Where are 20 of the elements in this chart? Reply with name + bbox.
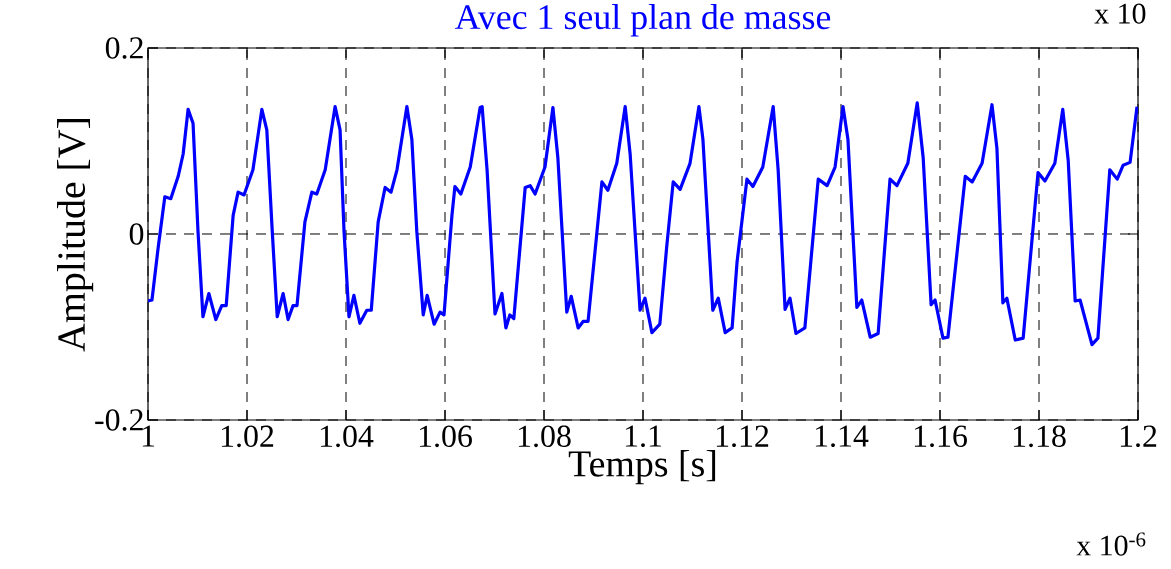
chart-title: Avec 1 seul plan de masse	[454, 3, 831, 37]
y-tick-label: 0	[129, 223, 144, 245]
line-series	[148, 101, 1139, 347]
x-tick-label: 1.04	[320, 425, 374, 448]
x-tick-label: 1.18	[1013, 425, 1066, 448]
x-tick-label: 1.14	[815, 425, 869, 448]
x-tick-label: 1.06	[419, 425, 472, 448]
x-tick-label: 1.1	[625, 425, 662, 448]
text: x 10$^{-6}$	[1076, 532, 1146, 556]
x-axis-title: Temps [s]	[568, 450, 716, 485]
y-tick-label: -0.2	[95, 409, 143, 431]
y-tick-label: 0.2	[105, 37, 143, 59]
y-axis-title: Amplitude [V]	[57, 119, 94, 352]
x-tick-label: 1.16	[914, 425, 967, 448]
x-tick-label: 1.2	[1120, 425, 1157, 448]
x-tick-label: 1.02	[221, 425, 274, 448]
x-tick-label: 1	[142, 425, 155, 447]
text: x 10	[1094, 3, 1146, 24]
x-tick-label: 1.08	[518, 425, 571, 448]
x-tick-label: 1.12	[716, 425, 769, 448]
